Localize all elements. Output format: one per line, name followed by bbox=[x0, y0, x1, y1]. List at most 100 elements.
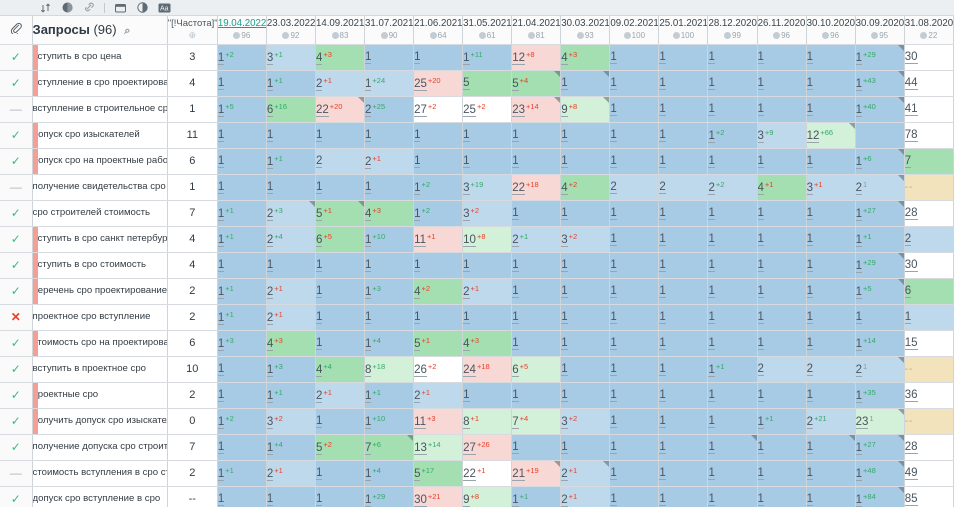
position-cell[interactable]: 1 bbox=[806, 434, 856, 461]
position-cell[interactable]: 2+21 bbox=[806, 408, 856, 435]
position-cell[interactable]: 1 bbox=[364, 174, 415, 201]
position-cell[interactable]: 1+2 bbox=[413, 200, 464, 227]
table-row[interactable]: ✕ проектное сро вступление 2 1+1 2+1 1 1 1 1 1 1 1 1… bbox=[0, 304, 954, 331]
keyword-cell[interactable]: получение допуска сро строителей bbox=[32, 434, 168, 461]
position-cell[interactable]: 1 bbox=[511, 382, 562, 409]
position-cell[interactable]: 1 bbox=[217, 70, 267, 97]
position-cell[interactable]: 2+1 bbox=[560, 460, 611, 487]
header-select-all[interactable] bbox=[0, 16, 33, 45]
position-cell[interactable]: 1 bbox=[413, 122, 464, 149]
position-cell[interactable]: 1 bbox=[707, 434, 758, 461]
header-date-14.09.2021[interactable]: 14.09.2021 83 bbox=[315, 16, 366, 45]
last-position-cell[interactable]: 78 bbox=[904, 122, 954, 149]
position-cell[interactable]: 1 bbox=[266, 252, 316, 279]
position-cell[interactable]: 4+3 bbox=[364, 200, 415, 227]
last-position-cell[interactable]: 36 bbox=[904, 382, 954, 409]
position-cell[interactable]: 1 bbox=[609, 304, 660, 331]
position-cell[interactable]: 1 bbox=[609, 408, 660, 435]
last-position-cell[interactable]: 2 bbox=[904, 226, 954, 253]
position-cell[interactable]: 1 bbox=[707, 460, 758, 487]
position-cell[interactable]: 1+40 bbox=[855, 96, 905, 123]
position-cell[interactable]: 1 bbox=[315, 122, 366, 149]
position-cell[interactable]: 1 bbox=[658, 44, 709, 71]
position-cell[interactable]: 1+1 bbox=[217, 278, 267, 305]
position-cell[interactable]: 24+18 bbox=[462, 356, 513, 383]
position-cell[interactable]: 1 bbox=[609, 252, 660, 279]
position-cell[interactable]: 1 bbox=[315, 460, 366, 487]
position-cell[interactable]: 1 bbox=[462, 382, 513, 409]
position-cell[interactable]: 1 bbox=[806, 96, 856, 123]
position-cell[interactable]: 1 bbox=[658, 200, 709, 227]
keyword-cell[interactable]: стоимость вступления в сро строителей bbox=[32, 460, 168, 487]
position-cell[interactable]: 2+1 bbox=[560, 486, 611, 507]
position-cell[interactable]: 1+1 bbox=[266, 382, 316, 409]
position-cell[interactable]: 1 bbox=[609, 330, 660, 357]
position-cell[interactable]: 1 bbox=[609, 460, 660, 487]
position-cell[interactable]: 2+3 bbox=[266, 200, 316, 227]
position-cell[interactable]: 231 bbox=[855, 408, 905, 435]
last-position-cell[interactable]: -- bbox=[904, 408, 954, 435]
position-cell[interactable]: 1 bbox=[707, 96, 758, 123]
position-cell[interactable]: 1 bbox=[217, 122, 267, 149]
position-cell[interactable]: 5+2 bbox=[315, 434, 366, 461]
position-cell[interactable]: 1 bbox=[413, 44, 464, 71]
table-row[interactable]: ✓ перечень сро проектирование 2 1+1 2+1 1 1+3 4… bbox=[0, 278, 954, 305]
keyword-cell[interactable]: допуск сро изыскателей bbox=[32, 122, 168, 149]
position-cell[interactable]: 1+2 bbox=[217, 44, 267, 71]
position-cell[interactable]: 1 bbox=[658, 434, 709, 461]
position-cell[interactable]: 1 bbox=[560, 434, 611, 461]
position-cell[interactable]: 2+1 bbox=[462, 278, 513, 305]
position-cell[interactable]: 1+5 bbox=[217, 96, 267, 123]
table-row[interactable]: ✓ допуск сро вступление в сро -- 1 1 1 1+29 30+… bbox=[0, 486, 954, 507]
position-cell[interactable]: 1+1 bbox=[266, 70, 316, 97]
position-cell[interactable]: 1 bbox=[266, 486, 316, 507]
position-cell[interactable]: 1 bbox=[707, 330, 758, 357]
position-cell[interactable]: 27+26 bbox=[462, 434, 513, 461]
position-cell[interactable]: 1 bbox=[658, 382, 709, 409]
position-cell[interactable]: 1 bbox=[757, 148, 807, 175]
position-cell[interactable]: 1+1 bbox=[511, 486, 562, 507]
position-cell[interactable]: 1 bbox=[806, 252, 856, 279]
position-cell[interactable]: 1 bbox=[217, 356, 267, 383]
position-cell[interactable]: 9+8 bbox=[462, 486, 513, 507]
position-cell[interactable]: 1+1 bbox=[707, 356, 758, 383]
position-cell[interactable]: 1 bbox=[658, 96, 709, 123]
position-cell[interactable]: 1+3 bbox=[364, 278, 415, 305]
position-cell[interactable]: 1 bbox=[462, 252, 513, 279]
header-date-21.04.2021[interactable]: 21.04.2021 81 bbox=[511, 16, 562, 45]
position-cell[interactable]: 1+1 bbox=[217, 200, 267, 227]
position-cell[interactable]: 1 bbox=[707, 382, 758, 409]
position-cell[interactable]: 4+3 bbox=[462, 330, 513, 357]
position-cell[interactable]: 4+3 bbox=[315, 44, 366, 71]
position-cell[interactable]: 1 bbox=[757, 486, 807, 507]
keyword-cell[interactable]: сро строителей стоимость bbox=[32, 200, 168, 227]
position-cell[interactable]: 25+2 bbox=[462, 96, 513, 123]
position-cell[interactable]: 2+1 bbox=[511, 226, 562, 253]
position-cell[interactable]: 1 bbox=[806, 304, 856, 331]
position-cell[interactable]: 1+4 bbox=[364, 330, 415, 357]
last-position-cell[interactable]: -- bbox=[904, 356, 954, 383]
position-cell[interactable]: 2+1 bbox=[315, 70, 366, 97]
position-cell[interactable]: 1 bbox=[315, 330, 366, 357]
last-position-cell[interactable]: 28 bbox=[904, 434, 954, 461]
position-cell[interactable]: 1+27 bbox=[855, 434, 905, 461]
header-date-30.09.2020[interactable]: 30.09.2020 95 bbox=[855, 16, 905, 45]
position-cell[interactable]: 1 bbox=[364, 44, 415, 71]
position-cell[interactable]: 1 bbox=[560, 330, 611, 357]
keyword-cell[interactable]: допуск сро вступление в сро bbox=[32, 486, 168, 507]
position-cell[interactable]: 1 bbox=[707, 44, 758, 71]
position-cell[interactable]: 1 bbox=[707, 486, 758, 507]
contrast-icon[interactable] bbox=[131, 1, 153, 15]
record-icon[interactable] bbox=[56, 1, 78, 15]
position-cell[interactable]: 1 bbox=[806, 382, 856, 409]
position-cell[interactable]: 1 bbox=[806, 226, 856, 253]
keyword-cell[interactable]: вступить в проектное сро bbox=[32, 356, 168, 383]
position-cell[interactable]: 1 bbox=[364, 252, 415, 279]
position-cell[interactable]: 1 bbox=[511, 304, 562, 331]
position-cell[interactable]: 5+17 bbox=[413, 460, 464, 487]
position-cell[interactable]: 1 bbox=[217, 382, 267, 409]
position-cell[interactable]: 4+2 bbox=[560, 174, 611, 201]
header-date-25.01.2021[interactable]: 25.01.2021 100 bbox=[658, 16, 709, 45]
position-cell[interactable]: 2 bbox=[757, 356, 807, 383]
archive-icon[interactable] bbox=[109, 1, 131, 15]
